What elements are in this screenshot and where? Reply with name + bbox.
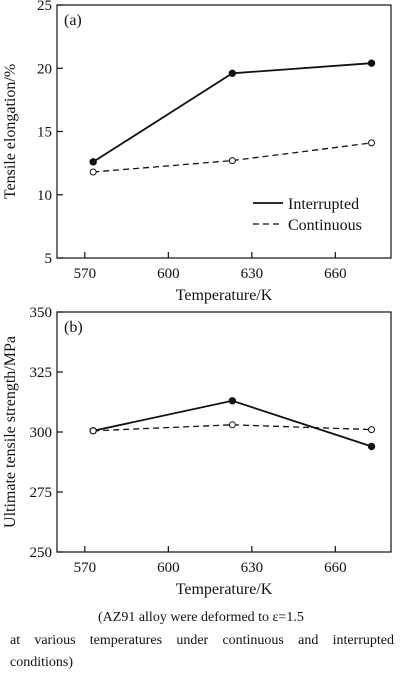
y-tick-label: 300 — [30, 425, 53, 441]
y-tick-label: 25 — [37, 0, 52, 14]
data-point — [368, 139, 376, 147]
caption-line-1: (AZ91 alloy were deformed to ε=1.5 — [98, 610, 304, 625]
x-axis-label: Temperature/K — [176, 287, 273, 304]
y-axis-label: Ultimate tensile strength/MPa — [2, 336, 19, 528]
data-point — [367, 442, 376, 451]
data-point — [228, 397, 237, 405]
y-axis-label: Tensile elongation/% — [2, 64, 19, 199]
caption-line-3: conditions) — [10, 655, 73, 670]
legend-label: Continuous — [288, 217, 362, 234]
panel-b: 570 600 630 660 250 275 300 325 350 Temperature/K… — [2, 305, 392, 598]
data-point — [228, 421, 236, 429]
y-tick-label: 10 — [37, 188, 52, 204]
series-line-continuous — [93, 424, 372, 432]
panel-label: (a) — [64, 12, 82, 29]
y-tick-label: 250 — [30, 545, 53, 561]
plot-frame — [56, 311, 392, 553]
x-axis-label: Temperature/K — [176, 581, 273, 598]
legend: Interrupted Continuous — [253, 196, 362, 234]
x-tick-label: 630 — [241, 266, 264, 282]
data-point — [228, 157, 236, 165]
x-tick-label: 660 — [324, 560, 347, 576]
series-line-continuous — [93, 142, 372, 173]
panel-a: 570 600 630 660 5 10 15 20 25 Temperature/K Tensil… — [2, 0, 392, 304]
x-tick-label: 600 — [157, 560, 180, 576]
caption-line-2: at various temperatures under continuous… — [10, 633, 394, 648]
data-point — [89, 158, 97, 166]
x-tick-label: 570 — [74, 266, 97, 282]
x-tick-label: 600 — [157, 266, 180, 282]
y-tick-label: 20 — [37, 61, 52, 77]
x-tick-label: 630 — [241, 560, 264, 576]
x-tick-label: 660 — [324, 266, 347, 282]
y-tick-label: 350 — [30, 305, 53, 321]
data-point — [89, 168, 97, 176]
panel-label: (b) — [64, 319, 83, 336]
x-tick-label: 570 — [74, 560, 97, 576]
data-point — [368, 426, 376, 434]
data-point — [367, 59, 376, 67]
y-tick-label: 275 — [30, 485, 53, 501]
figure-svg: 570 600 630 660 5 10 15 20 25 Temperature/K Tensil… — [2, 0, 392, 598]
y-tick-label: 325 — [30, 365, 53, 381]
series-line-interrupted — [92, 62, 372, 163]
y-tick-label: 15 — [37, 125, 52, 141]
legend-label: Interrupted — [288, 196, 359, 213]
data-point — [89, 427, 97, 435]
y-tick-label: 5 — [45, 251, 53, 267]
data-point — [228, 69, 237, 78]
